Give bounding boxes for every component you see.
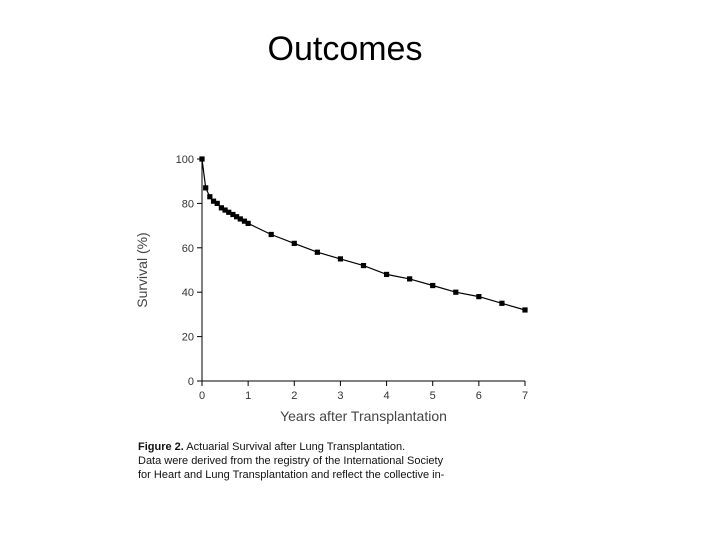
figure-caption: Figure 2. Actuarial Survival after Lung …	[138, 440, 558, 482]
x-tick-label: 4	[384, 390, 390, 402]
data-point	[314, 249, 320, 255]
x-tick-label: 5	[430, 390, 436, 402]
data-point	[226, 209, 232, 215]
chart-axes	[201, 159, 525, 382]
caption-line-title: Figure 2. Actuarial Survival after Lung …	[138, 440, 558, 454]
data-point	[268, 231, 274, 238]
survival-chart: 0 20 40 60 80 100 0 1 2 3 4 5 6 7 Years after Transpl…	[134, 154, 528, 424]
figure-title: Actuarial Survival after Lung Transplant…	[186, 441, 406, 453]
x-tick-label: 1	[245, 390, 251, 402]
x-tick-label: 6	[476, 390, 482, 402]
data-point	[207, 194, 213, 200]
x-tick-label: 0	[199, 390, 205, 402]
chart-ticks: 0 20 40 60 80 100 0 1 2 3 4 5 6 7	[176, 154, 528, 402]
data-point	[337, 256, 344, 262]
data-point	[499, 300, 505, 306]
data-point	[222, 207, 228, 213]
survival-curve	[201, 158, 526, 311]
data-point	[218, 205, 224, 211]
data-point	[230, 211, 236, 218]
data-point	[245, 220, 251, 226]
y-axis-title: Survival (%)	[134, 232, 150, 307]
figure-label: Figure 2.	[138, 441, 184, 453]
data-point	[237, 216, 243, 222]
x-tick-label: 3	[337, 390, 343, 402]
caption-line-1: Data were derived from the registry of t…	[138, 455, 444, 467]
data-point	[210, 198, 217, 204]
y-tick-label: 100	[176, 154, 194, 166]
data-point	[522, 307, 528, 313]
data-point	[241, 218, 248, 224]
y-tick-label: 0	[188, 376, 194, 388]
data-point	[453, 289, 459, 295]
data-point	[360, 262, 367, 269]
data-markers	[199, 156, 528, 313]
data-point	[214, 200, 220, 206]
y-tick-label: 60	[182, 243, 194, 255]
data-point	[430, 282, 436, 289]
data-point	[203, 185, 209, 191]
data-point	[234, 214, 240, 220]
data-point	[407, 276, 413, 282]
y-tick-label: 40	[182, 287, 194, 299]
data-point	[291, 240, 297, 246]
x-tick-label: 2	[291, 390, 297, 402]
data-point	[199, 156, 205, 162]
data-point	[476, 294, 482, 300]
y-tick-label: 80	[182, 198, 194, 210]
y-tick-label: 20	[182, 332, 194, 344]
x-axis-title: Years after Transplantation	[280, 408, 447, 424]
x-tick-label: 7	[522, 390, 528, 402]
slide-title: Outcomes	[267, 30, 423, 68]
caption-line-2: for Heart and Lung Transplantation and r…	[138, 469, 445, 481]
data-point	[383, 271, 390, 278]
